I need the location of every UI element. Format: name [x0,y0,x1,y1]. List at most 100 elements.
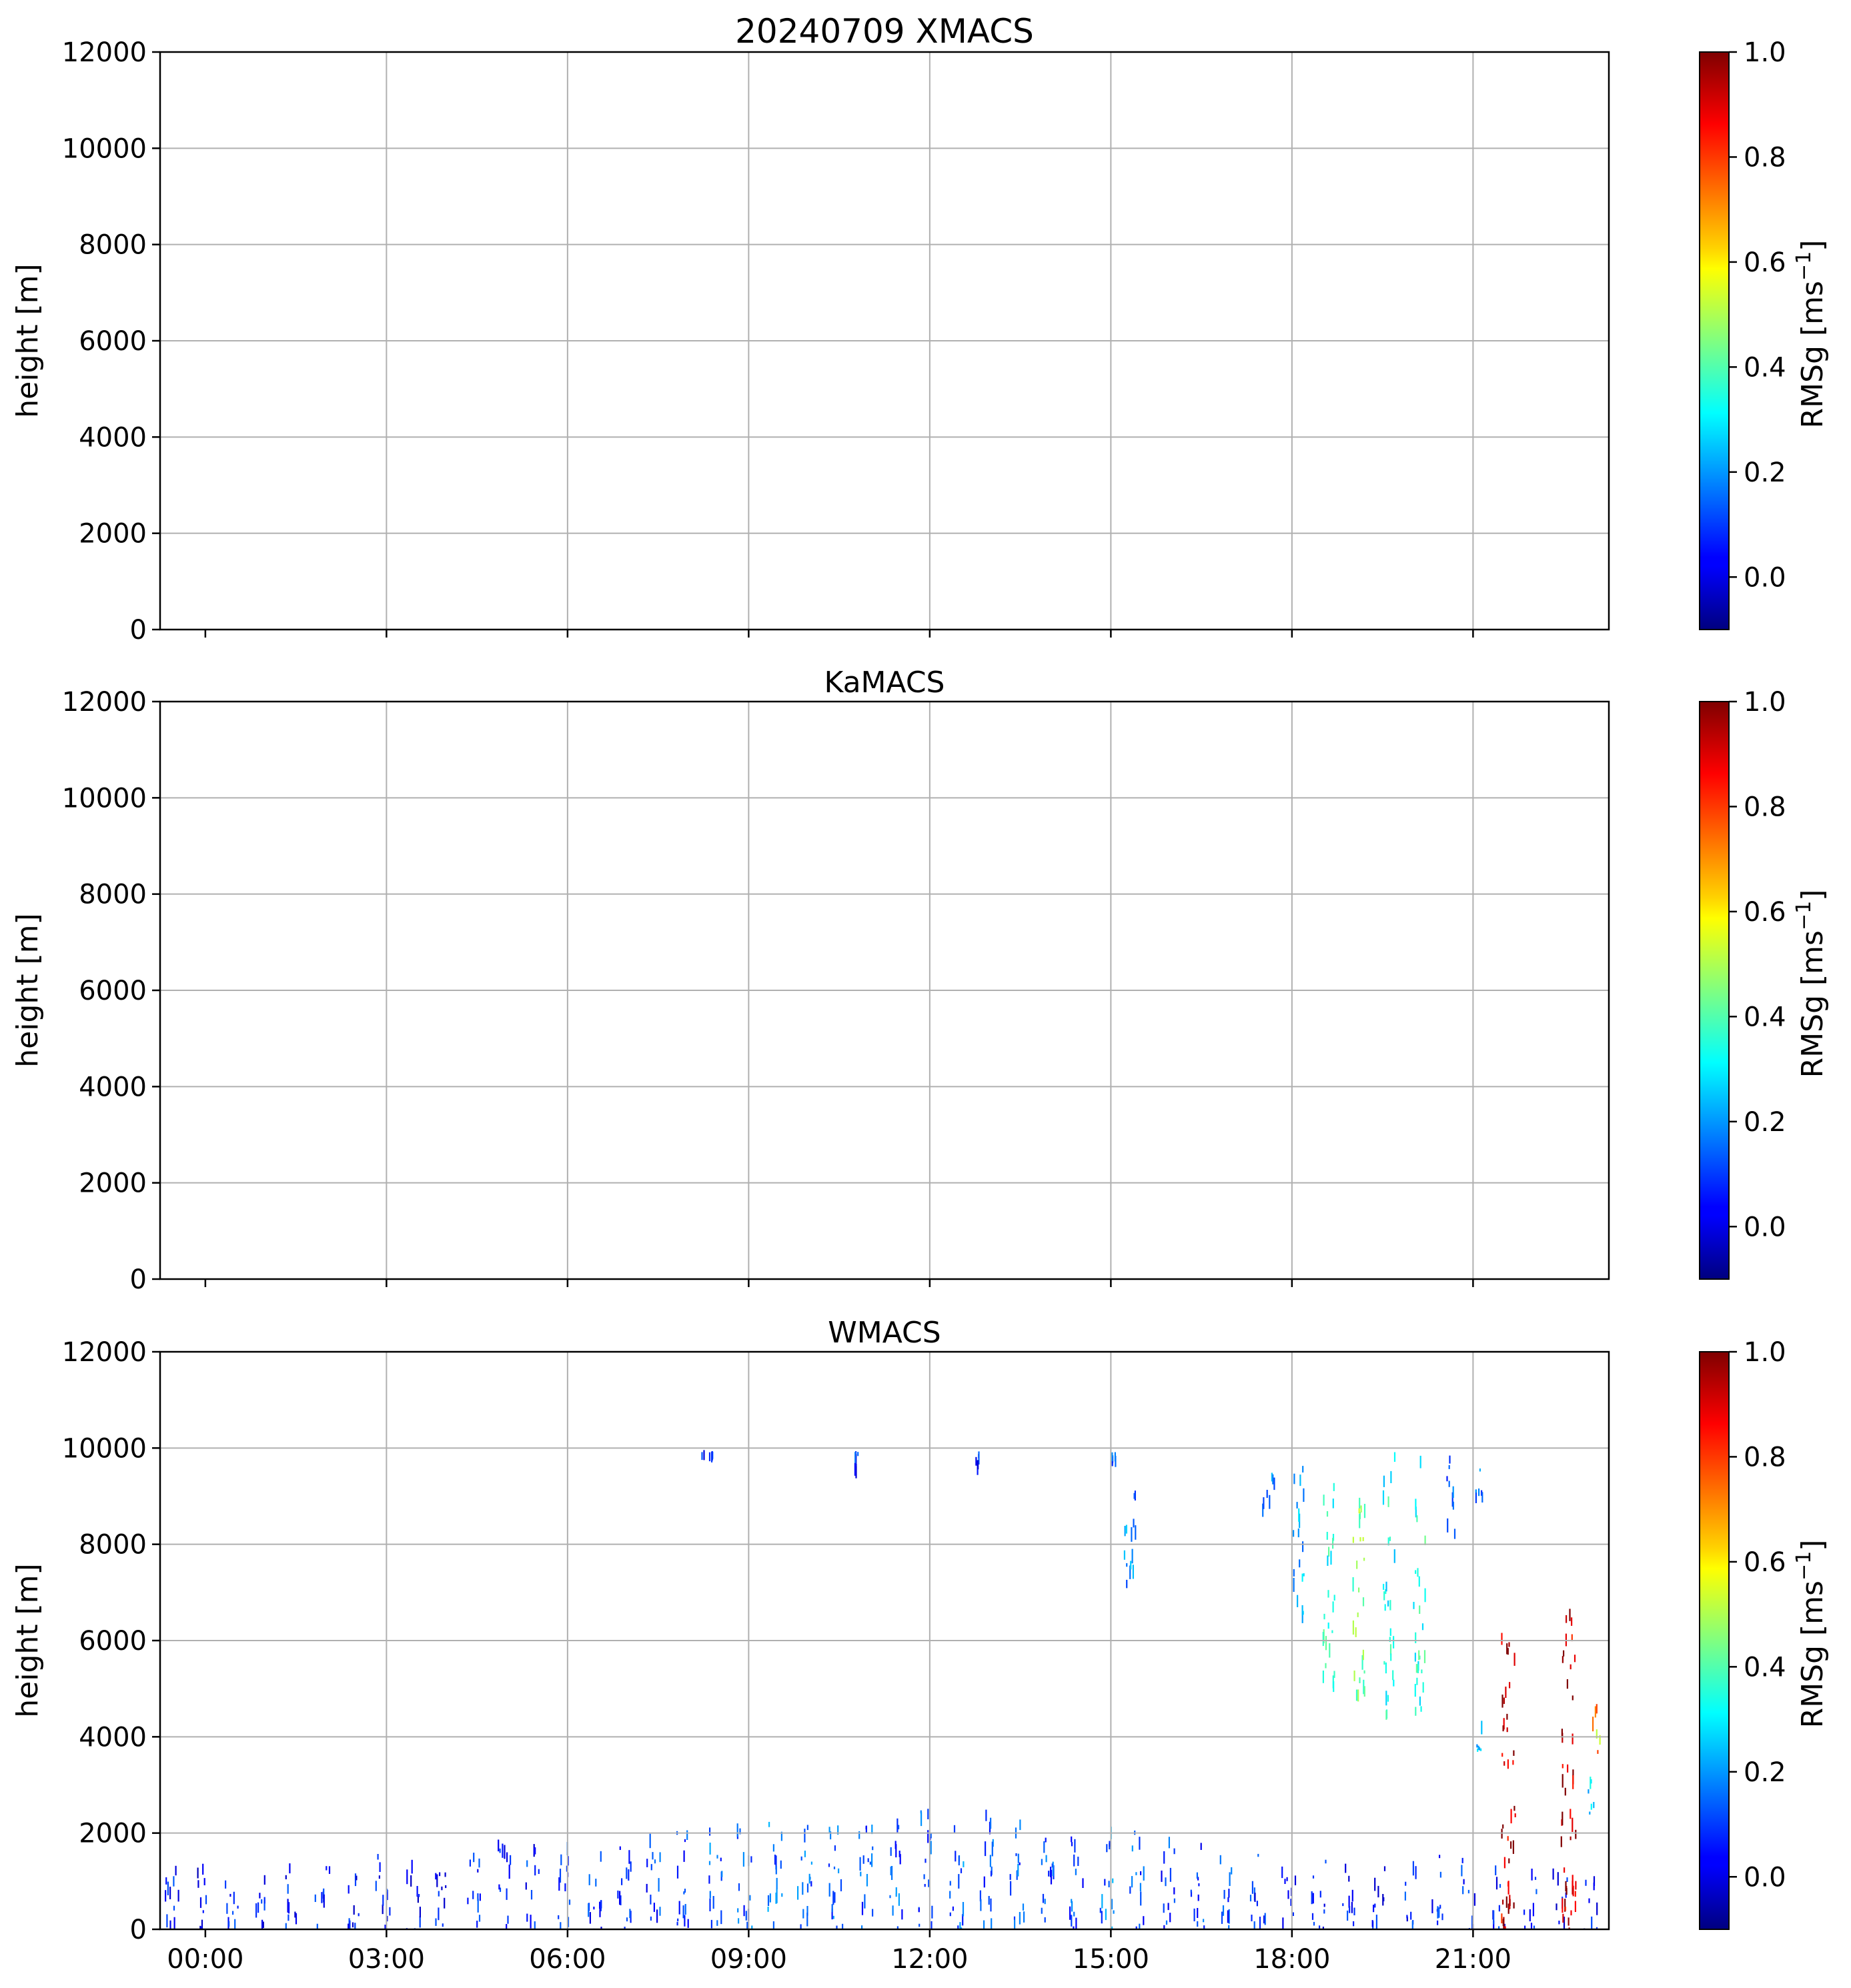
data-cell [1311,1859,1327,1929]
data-cell [1009,1819,1025,1929]
y-axis-label: height [m] [11,1563,45,1717]
data-pixel [538,1869,540,1874]
data-pixel [201,1919,203,1929]
data-pixel [743,1905,745,1917]
data-pixel [1566,1615,1568,1623]
data-pixel [600,1851,602,1862]
data-pixel [1052,1861,1054,1877]
data-pixel [499,1848,501,1853]
colorbar-label-main: RMSg [ms [1796,281,1830,428]
data-pixel [506,1852,508,1863]
data-pixel [1476,1744,1478,1748]
data-cell [1041,1837,1055,1923]
data-pixel [775,1866,777,1875]
data-pixel [1406,1916,1408,1922]
data-pixel [1571,1617,1573,1626]
data-pixel [1044,1917,1046,1923]
data-pixel [1503,1857,1505,1869]
data-pixel [891,1866,893,1880]
y-axis-label: height [m] [11,263,45,417]
data-pixel [737,1908,739,1913]
data-pixel [498,1884,500,1890]
data-pixel [654,1859,656,1864]
colorbar-label-close: ] [1796,240,1830,251]
data-pixel [1512,1840,1514,1854]
data-pixel [419,1916,421,1928]
data-pixel [1499,1884,1501,1888]
data-pixel [1129,1886,1131,1894]
data-pixel [1477,1749,1479,1752]
data-pixel [167,1881,169,1895]
data-pixel [1570,1664,1572,1670]
data-pixel [1501,1913,1503,1924]
data-pixel [1463,1879,1465,1885]
data-pixel [534,1865,536,1876]
data-pixel [263,1899,265,1911]
data-pixel [1513,1750,1515,1756]
data-pixel [990,1871,993,1877]
data-pixel [1502,1725,1504,1732]
x-tick-label: 12:00 [891,1944,968,1975]
panel-1: 0 2000 4000 6000 8000 10000 12000 KaMACS height … [11,666,1830,1295]
data-pixel [560,1922,562,1929]
data-cell [701,1450,714,1462]
data-pixel [686,1830,688,1840]
data-pixel [294,1911,296,1918]
colorbar-tick-label: 0.8 [1744,1442,1786,1472]
data-pixel [1374,1903,1376,1908]
data-cell [1588,1777,1595,1815]
data-pixel [1139,1923,1141,1929]
data-pixel [237,1905,239,1909]
data-pixel [684,1839,686,1843]
data-pixel [658,1878,660,1892]
data-pixel [568,1899,571,1905]
data-pixel [918,1923,920,1927]
data-pixel [1359,1677,1361,1683]
data-pixel [1481,1492,1483,1503]
data-pixel [1357,1689,1359,1702]
data-pixel [1133,1493,1135,1499]
data-pixel [842,1923,844,1929]
y-tick-label: 4000 [79,1072,147,1102]
data-pixel [962,1914,964,1926]
data-pixel [923,1874,925,1879]
panel-0: 0 2000 4000 6000 8000 10000 12000 20240709 XMAC… [11,12,1830,646]
data-pixel [444,1897,446,1909]
data-pixel [1415,1507,1417,1518]
data-pixel [600,1927,602,1929]
data-pixel [382,1895,384,1906]
data-pixel [1385,1589,1387,1595]
data-pixel [1571,1634,1573,1642]
data-pixel [896,1926,898,1929]
data-pixel [203,1878,205,1885]
data-pixel [1562,1764,1564,1769]
data-pixel [1387,1496,1389,1507]
data-pixel [780,1860,782,1869]
data-pixel [952,1906,954,1911]
data-pixel [682,1905,684,1919]
data-pixel [419,1907,421,1918]
data-pixel [746,1921,748,1929]
data-pixel [1363,1686,1365,1697]
data-pixel [927,1809,929,1819]
data-pixel [353,1905,355,1915]
data-pixel [1596,1729,1598,1739]
data-pixel [438,1891,440,1897]
data-pixel [1362,1649,1364,1661]
colorbar-tick-label: 0.6 [1744,1547,1786,1578]
data-pixel [1421,1669,1423,1674]
data-pixel [1564,1867,1566,1873]
data-pixel [1420,1706,1422,1712]
data-pixel [1523,1909,1525,1915]
x-tick-label: 09:00 [710,1944,787,1975]
data-pixel [441,1886,443,1891]
data-pixel [1332,1601,1334,1613]
data-pixel [806,1913,808,1927]
data-pixel [1513,1902,1515,1909]
data-pixel [508,1864,510,1879]
data-pixel [1286,1877,1288,1881]
data-pixel [828,1883,830,1897]
data-pixel [1301,1613,1303,1623]
data-pixel [1263,1915,1265,1924]
colorbar-frame [1699,701,1730,1280]
